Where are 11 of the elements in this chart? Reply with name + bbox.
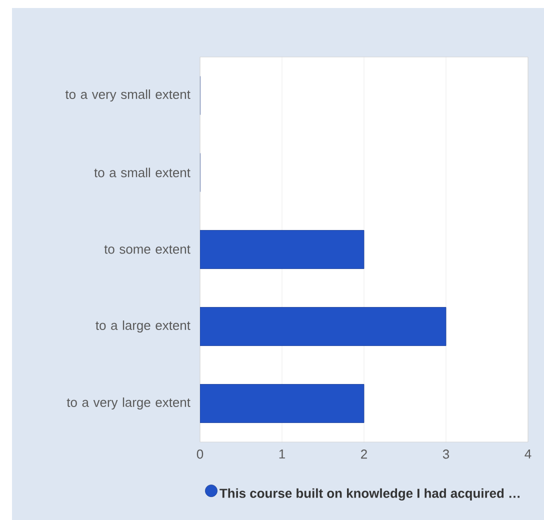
y-tick-label: to a very large extent: [66, 397, 190, 410]
y-tick-label: to a very small extent: [65, 89, 190, 102]
x-tick-label: 2: [361, 450, 367, 459]
y-tick-label: to a small extent: [94, 168, 190, 178]
x-tick-label: 0: [196, 450, 204, 459]
y-tick-label: to some extent: [104, 245, 190, 254]
x-tick-label: 3: [442, 450, 450, 459]
x-tick-label: 4: [524, 450, 532, 458]
x-tick-label: 1: [279, 450, 285, 458]
legend-label: This course built on knowledge I had acquired …: [220, 488, 520, 501]
y-tick-label: to a large extent: [96, 320, 190, 333]
